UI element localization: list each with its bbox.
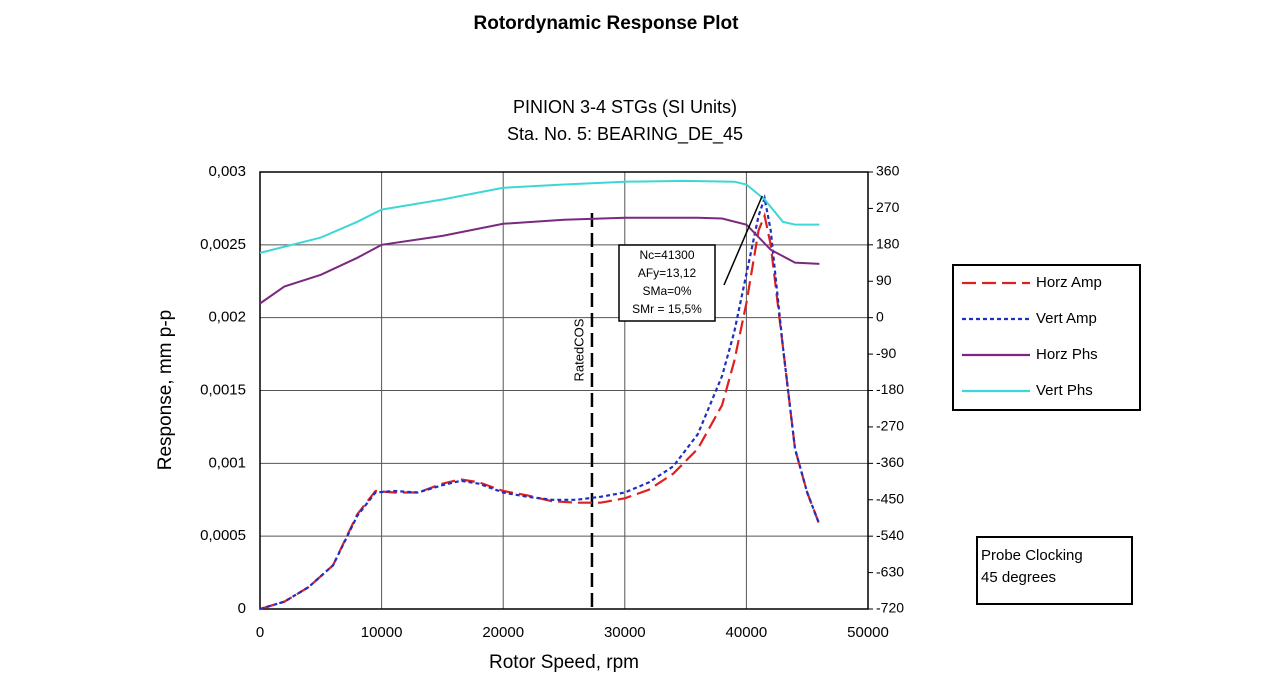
annotation-text: Nc=41300 [639, 248, 694, 262]
note-text: 45 degrees [981, 569, 1056, 586]
rated-label: RatedCOS [571, 318, 586, 381]
y-tick-label: 0,001 [208, 454, 246, 471]
y2-tick-label: -450 [876, 490, 904, 506]
legend-label: Vert Phs [1036, 382, 1093, 399]
subtitle: Sta. No. 5: BEARING_DE_45 [507, 124, 743, 145]
annotation-text: SMr = 15,5% [632, 302, 702, 316]
y2-tick-label: -180 [876, 381, 904, 397]
x-tick-label: 20000 [482, 624, 524, 641]
y-axis-label: Response, mm p-p [155, 310, 176, 471]
series-line [259, 211, 821, 611]
y2-tick-label: -720 [876, 600, 904, 616]
series-line [259, 193, 821, 611]
x-tick-label: 40000 [726, 624, 768, 641]
y-tick-label: 0,0005 [200, 527, 246, 544]
note-text: Probe Clocking [981, 547, 1083, 564]
y2-tick-label: -360 [876, 454, 904, 470]
x-tick-label: 30000 [604, 624, 646, 641]
annotation-leader [723, 195, 763, 286]
y2-tick-label: 0 [876, 308, 884, 324]
x-tick-label: 0 [256, 624, 264, 641]
annotation-box [618, 244, 716, 322]
y-tick-label: 0,003 [208, 163, 246, 180]
legend-label: Horz Amp [1036, 274, 1102, 291]
plot-frame [259, 171, 869, 610]
legend-label: Horz Phs [1036, 346, 1098, 363]
x-tick-label: 10000 [361, 624, 403, 641]
annotation-text: AFy=13,12 [638, 266, 697, 280]
y-tick-label: 0,002 [208, 309, 246, 326]
y2-tick-label: 360 [876, 163, 900, 179]
chart-title: Rotordynamic Response Plot [474, 13, 740, 34]
y2-tick-label: 90 [876, 272, 892, 288]
series-line [259, 216, 820, 305]
x-axis-label: Rotor Speed, rpm [489, 652, 639, 673]
subtitle: PINION 3-4 STGs (SI Units) [513, 97, 737, 117]
y2-tick-label: -540 [876, 527, 904, 543]
y-tick-label: 0 [238, 600, 246, 617]
legend-box [952, 264, 1141, 411]
annotation-text: SMa=0% [642, 284, 691, 298]
y2-tick-label: 270 [876, 199, 900, 215]
y2-tick-label: 180 [876, 236, 900, 252]
y-tick-label: 0,0025 [200, 236, 246, 253]
y2-tick-label: -630 [876, 563, 904, 579]
y2-tick-label: -270 [876, 418, 904, 434]
y-tick-label: 0,0015 [200, 381, 246, 398]
x-tick-label: 50000 [847, 624, 889, 641]
note-box [976, 536, 1133, 605]
y2-tick-label: -90 [876, 345, 896, 361]
legend-label: Vert Amp [1036, 310, 1097, 327]
series-line [259, 179, 820, 254]
